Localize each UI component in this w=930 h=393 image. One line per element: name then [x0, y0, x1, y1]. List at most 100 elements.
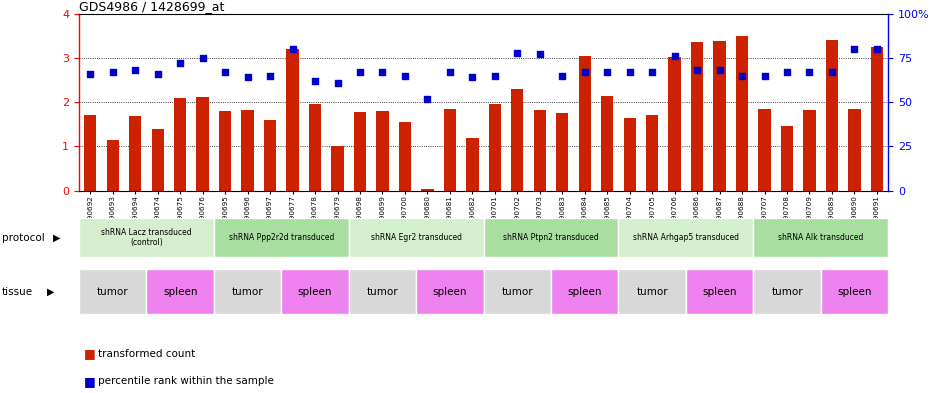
- Point: [532, 51, 547, 57]
- Point: [690, 67, 705, 73]
- Text: tumor: tumor: [97, 287, 128, 297]
- Bar: [107, 140, 119, 191]
- Bar: [399, 122, 411, 191]
- Point: [151, 71, 166, 77]
- Bar: [353, 112, 366, 191]
- Text: spleen: spleen: [702, 287, 737, 297]
- Bar: [804, 110, 816, 191]
- Point: [105, 69, 120, 75]
- Point: [173, 60, 188, 66]
- Bar: [534, 110, 546, 191]
- Point: [195, 55, 210, 61]
- Bar: [551, 269, 618, 314]
- Bar: [174, 98, 186, 191]
- Point: [847, 46, 862, 52]
- Bar: [669, 57, 681, 191]
- Point: [487, 72, 502, 79]
- Bar: [488, 105, 501, 191]
- Point: [712, 67, 727, 73]
- Bar: [601, 95, 614, 191]
- Bar: [281, 269, 349, 314]
- Bar: [618, 269, 685, 314]
- Bar: [214, 218, 349, 257]
- Point: [667, 53, 682, 59]
- Text: spleen: spleen: [567, 287, 602, 297]
- Text: tumor: tumor: [771, 287, 803, 297]
- Bar: [870, 47, 883, 191]
- Bar: [286, 49, 299, 191]
- Bar: [84, 116, 97, 191]
- Bar: [685, 269, 753, 314]
- Bar: [79, 218, 214, 257]
- Bar: [758, 109, 771, 191]
- Bar: [484, 218, 618, 257]
- Point: [286, 46, 300, 52]
- Bar: [691, 42, 703, 191]
- Text: GDS4986 / 1428699_at: GDS4986 / 1428699_at: [79, 0, 224, 13]
- Point: [757, 72, 772, 79]
- Bar: [417, 269, 484, 314]
- Bar: [713, 41, 725, 191]
- Text: protocol: protocol: [2, 233, 45, 243]
- Text: ▶: ▶: [53, 233, 60, 243]
- Text: shRNA Ptpn2 transduced: shRNA Ptpn2 transduced: [503, 233, 599, 242]
- Point: [779, 69, 794, 75]
- Point: [127, 67, 142, 73]
- Bar: [309, 105, 321, 191]
- Bar: [421, 189, 433, 191]
- Point: [375, 69, 390, 75]
- Point: [330, 79, 345, 86]
- Bar: [618, 218, 753, 257]
- Text: shRNA Egr2 transduced: shRNA Egr2 transduced: [371, 233, 461, 242]
- Point: [420, 95, 435, 102]
- Point: [578, 69, 592, 75]
- Bar: [753, 269, 820, 314]
- Point: [443, 69, 458, 75]
- Point: [308, 78, 323, 84]
- Text: spleen: spleen: [163, 287, 197, 297]
- Point: [735, 72, 750, 79]
- Point: [622, 69, 637, 75]
- Bar: [214, 269, 281, 314]
- Bar: [826, 40, 838, 191]
- Point: [352, 69, 367, 75]
- Text: shRNA Lacz transduced
(control): shRNA Lacz transduced (control): [101, 228, 192, 248]
- Bar: [196, 97, 209, 191]
- Bar: [736, 36, 749, 191]
- Text: transformed count: transformed count: [98, 349, 195, 359]
- Point: [510, 50, 525, 56]
- Bar: [242, 110, 254, 191]
- Bar: [781, 127, 793, 191]
- Text: ▶: ▶: [47, 287, 55, 297]
- Point: [218, 69, 232, 75]
- Bar: [753, 218, 888, 257]
- Bar: [466, 138, 479, 191]
- Bar: [820, 269, 888, 314]
- Bar: [444, 109, 456, 191]
- Bar: [152, 129, 164, 191]
- Bar: [79, 269, 147, 314]
- Bar: [147, 269, 214, 314]
- Point: [644, 69, 659, 75]
- Bar: [264, 120, 276, 191]
- Text: tumor: tumor: [232, 287, 263, 297]
- Bar: [848, 109, 860, 191]
- Text: tumor: tumor: [366, 287, 398, 297]
- Bar: [484, 269, 551, 314]
- Bar: [349, 269, 417, 314]
- Text: percentile rank within the sample: percentile rank within the sample: [98, 376, 273, 386]
- Text: shRNA Ppp2r2d transduced: shRNA Ppp2r2d transduced: [229, 233, 334, 242]
- Bar: [129, 116, 141, 191]
- Bar: [578, 56, 591, 191]
- Text: ■: ■: [84, 375, 96, 388]
- Point: [555, 72, 570, 79]
- Point: [465, 74, 480, 81]
- Text: shRNA Alk transduced: shRNA Alk transduced: [778, 233, 863, 242]
- Text: ■: ■: [84, 347, 96, 360]
- Bar: [331, 146, 344, 191]
- Bar: [623, 118, 636, 191]
- Point: [397, 72, 412, 79]
- Text: spleen: spleen: [837, 287, 871, 297]
- Bar: [556, 113, 568, 191]
- Text: tumor: tumor: [636, 287, 668, 297]
